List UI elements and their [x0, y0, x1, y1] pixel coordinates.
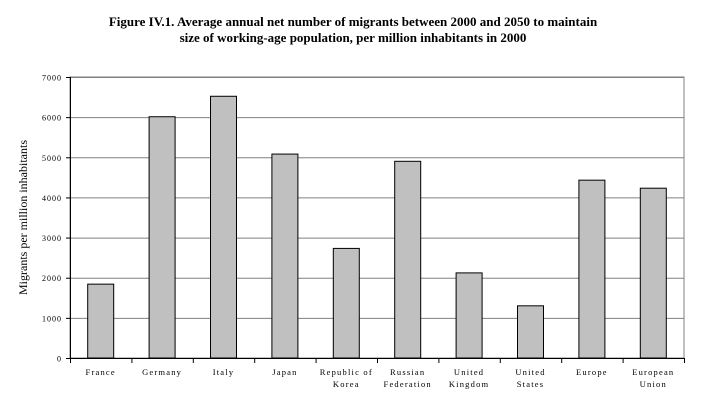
- x-tick-label: Kingdom: [449, 379, 490, 389]
- x-tick-label: Russian: [390, 367, 425, 377]
- bar: [210, 95, 237, 359]
- x-tick-label: United: [515, 367, 545, 377]
- bar: [455, 272, 483, 359]
- y-tick-label: 6000: [42, 114, 62, 123]
- bar: [271, 153, 299, 359]
- bar: [639, 187, 667, 359]
- x-tick-label: United: [454, 367, 484, 377]
- x-tick-label: European: [632, 367, 674, 377]
- x-tick-label: States: [517, 379, 545, 389]
- x-tick-label: Union: [640, 379, 667, 389]
- x-tick-label: Korea: [333, 379, 360, 389]
- bar: [148, 116, 176, 359]
- y-tick-label: 1000: [42, 314, 62, 323]
- chart-title: Figure IV.1. Average annual net number o…: [0, 14, 706, 46]
- x-tick-label: Japan: [272, 367, 297, 377]
- bar: [87, 283, 115, 359]
- x-tick-label: France: [86, 367, 116, 377]
- bar: [578, 179, 606, 359]
- y-tick-label: 4000: [42, 194, 62, 203]
- y-tick-label: 0: [57, 355, 62, 364]
- y-tick-label: 2000: [42, 274, 62, 283]
- x-tick-label: Italy: [213, 367, 235, 377]
- bar: [332, 247, 360, 359]
- bar: [394, 160, 422, 359]
- x-tick-label: Republic of: [320, 367, 373, 377]
- y-tick-label: 5000: [42, 154, 62, 163]
- y-tick-label: 7000: [42, 74, 62, 83]
- x-tick-label: Federation: [384, 379, 432, 389]
- bar: [517, 305, 544, 359]
- chart-title-line-2: size of working-age population, per mill…: [179, 30, 527, 45]
- x-tick-label: Germany: [142, 367, 182, 377]
- y-axis-title: Migrants per million inhabitants: [16, 140, 30, 295]
- y-tick-label: 3000: [42, 234, 62, 243]
- chart-title-line-1: Figure IV.1. Average annual net number o…: [108, 14, 598, 29]
- x-tick-label: Europe: [576, 367, 608, 377]
